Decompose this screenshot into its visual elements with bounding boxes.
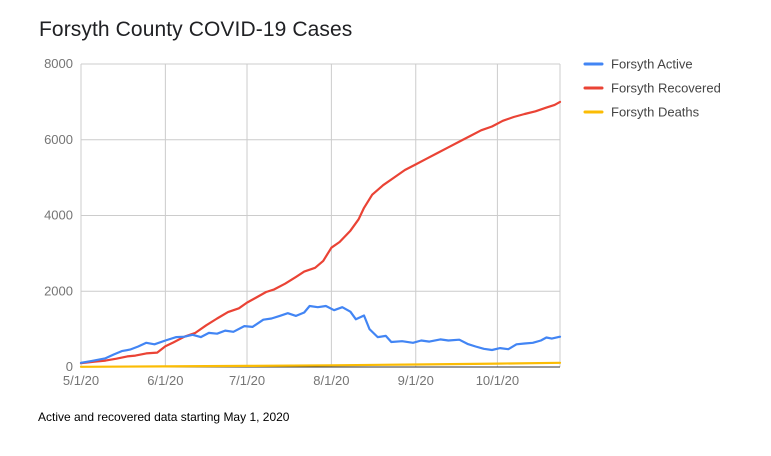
y-tick-label: 4000 [44,208,73,223]
series-line-forsyth-active [79,304,562,364]
grid-layer [80,63,561,367]
chart-caption: Active and recovered data starting May 1… [38,410,290,424]
x-tick-label: 9/1/20 [398,373,434,388]
x-tick-label: 6/1/20 [147,373,183,388]
y-tick-label: 2000 [44,283,73,298]
series-line-forsyth-recovered [79,100,562,365]
axis-layer: 0 2000 4000 6000 8000 5/1/20 6/1/20 7/1/20 8/1/2… [44,56,560,388]
legend-label: Forsyth Active [611,57,693,72]
x-tick-label: 7/1/20 [229,373,265,388]
x-tick-label: 10/1/20 [476,373,519,388]
series-layer [79,100,562,368]
x-tick-label: 5/1/20 [63,373,99,388]
x-tick-label: 8/1/20 [313,373,349,388]
series-line-forsyth-deaths [79,361,562,368]
chart-title: Forsyth County COVID-19 Cases [39,18,353,41]
legend-label: Forsyth Recovered [611,81,721,96]
legend-label: Forsyth Deaths [611,105,700,120]
y-tick-label: 8000 [44,56,73,71]
y-tick-label: 6000 [44,132,73,147]
legend: Forsyth Active Forsyth Recovered Forsyth D… [583,57,721,120]
y-tick-label: 0 [66,359,73,374]
